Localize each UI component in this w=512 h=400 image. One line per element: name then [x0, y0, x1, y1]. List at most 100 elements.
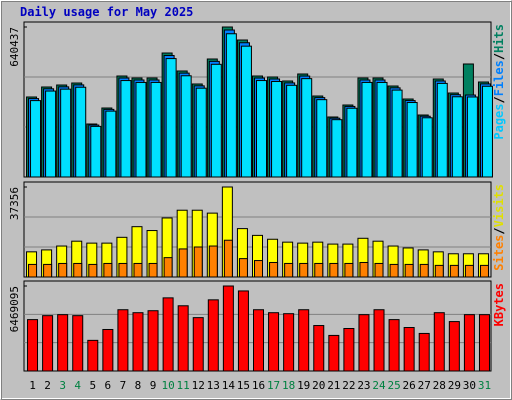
bar: [271, 80, 283, 178]
bar: [299, 262, 309, 278]
x-tick-label: 4: [74, 379, 81, 392]
bar: [147, 310, 159, 372]
bar: [344, 262, 354, 278]
bar: [298, 309, 310, 372]
bar: [207, 299, 219, 372]
bar: [177, 305, 189, 372]
bar: [240, 45, 252, 178]
bar: [301, 78, 313, 178]
bar: [222, 285, 234, 372]
bar: [117, 309, 129, 372]
bar: [421, 117, 433, 178]
bar: [451, 96, 463, 178]
bar: [358, 314, 370, 372]
bar: [466, 96, 478, 178]
bar: [57, 314, 69, 372]
bar: [210, 63, 222, 178]
bar: [193, 246, 203, 278]
x-tick-label: 8: [135, 379, 142, 392]
x-tick-label: 28: [433, 379, 446, 392]
x-tick-label: 26: [403, 379, 416, 392]
bar: [403, 327, 415, 372]
x-tick-label: 12: [192, 379, 205, 392]
bar: [27, 319, 39, 372]
bar: [254, 260, 263, 278]
bar: [419, 263, 429, 278]
bar: [284, 262, 294, 278]
bar: [448, 321, 460, 372]
y-max-label: 6469095: [8, 286, 21, 332]
bar: [331, 119, 343, 178]
bar: [359, 261, 369, 278]
bar: [88, 263, 98, 278]
bar: [148, 262, 158, 278]
bar: [30, 100, 42, 178]
bar: [388, 319, 400, 372]
bar: [237, 290, 249, 372]
x-tick-label: 25: [387, 379, 400, 392]
x-tick-label: 18: [282, 379, 295, 392]
bar: [43, 263, 53, 278]
bar: [376, 81, 388, 178]
bar: [286, 84, 298, 178]
legend: KBytes: [492, 283, 506, 326]
x-tick-label: 16: [252, 379, 265, 392]
bar: [178, 248, 188, 278]
bar: [463, 314, 475, 372]
bar: [478, 314, 490, 372]
legend-separator: /: [492, 227, 506, 234]
bar: [314, 262, 324, 278]
bar: [238, 258, 248, 278]
bar: [223, 239, 233, 278]
bar: [269, 261, 279, 278]
x-tick-label: 13: [207, 379, 220, 392]
x-tick-label: 22: [342, 379, 355, 392]
x-tick-label: 29: [448, 379, 461, 392]
bar: [343, 328, 355, 372]
bar: [87, 339, 99, 372]
legend: Sites/Visits: [492, 184, 506, 271]
legend: Pages/Files/Hits: [492, 24, 506, 140]
x-tick-label: 7: [120, 379, 127, 392]
bar: [346, 107, 358, 178]
bar: [479, 264, 489, 278]
y-max-label: 640437: [8, 27, 21, 67]
bar: [163, 257, 173, 278]
bar: [42, 315, 54, 372]
bar: [361, 81, 373, 178]
bar: [253, 309, 264, 372]
bar: [72, 315, 84, 372]
legend-separator: /: [492, 96, 506, 103]
bar: [374, 262, 384, 278]
legend-separator: /: [492, 53, 506, 60]
x-tick-label: 17: [267, 379, 280, 392]
x-tick-label: 3: [59, 379, 66, 392]
bar: [329, 262, 339, 278]
x-tick-label: 19: [297, 379, 310, 392]
bar: [195, 87, 207, 178]
x-tick-label: 23: [357, 379, 370, 392]
bar: [162, 297, 174, 372]
x-tick-label: 6: [105, 379, 112, 392]
bar: [135, 81, 147, 178]
x-tick-label: 30: [463, 379, 476, 392]
bar: [118, 262, 128, 278]
bar: [313, 325, 325, 372]
legend-entry: Hits: [492, 24, 506, 53]
bar: [391, 89, 403, 178]
legend-entry: Files: [492, 60, 506, 96]
x-tick-label: 14: [222, 379, 236, 392]
bar: [434, 264, 444, 278]
bar: [433, 312, 445, 372]
x-tick-label: 5: [89, 379, 96, 392]
legend-entry: KBytes: [492, 283, 506, 326]
bar: [418, 332, 430, 372]
bar: [58, 262, 68, 278]
x-tick-label: 31: [478, 379, 491, 392]
x-tick-label: 2: [44, 379, 51, 392]
bar: [316, 99, 328, 178]
x-tick-label: 20: [312, 379, 325, 392]
bar: [328, 334, 340, 372]
